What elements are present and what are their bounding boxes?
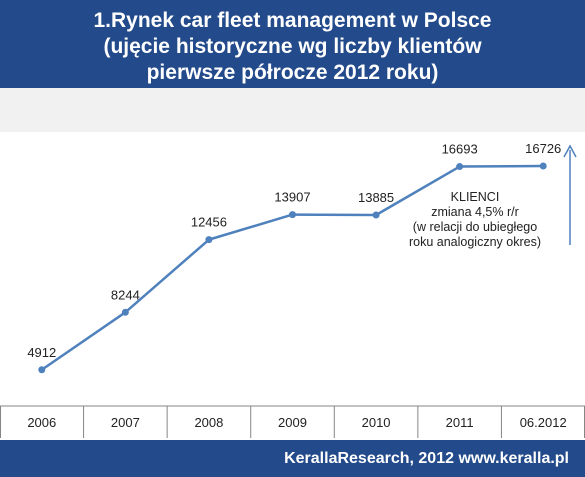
x-tick-label: 2006 — [27, 415, 56, 430]
footer-credit: KerallaResearch, 2012 www.keralla.pl — [0, 440, 585, 477]
data-point — [372, 211, 380, 219]
annotation-line-4: roku analogiczny okres) — [408, 235, 541, 249]
data-label: 16726 — [525, 141, 561, 156]
title-line-3: pierwsze półrocze 2012 roku) — [146, 61, 439, 84]
data-point — [205, 236, 213, 244]
title-line-1: 1.Rynek car fleet management w Polsce — [93, 9, 492, 32]
data-label: 12456 — [191, 215, 227, 230]
data-point — [539, 162, 547, 170]
data-point — [289, 211, 296, 219]
data-label: 4912 — [27, 345, 56, 360]
x-tick-label: 2009 — [278, 415, 307, 430]
x-tick-label: 2008 — [194, 415, 223, 430]
x-tick-label: 06.2012 — [520, 415, 567, 430]
data-label: 16693 — [442, 142, 478, 157]
annotation-line-2: zmiana 4,5% r/r — [431, 205, 519, 219]
x-tick-label: 2011 — [446, 415, 474, 430]
title-line-2: (ujęcie historyczne wg liczby klientów — [103, 35, 482, 58]
annotation-line-1: KLIENCI — [450, 190, 500, 204]
clients-annotation: KLIENCI zmiana 4,5% r/r (w relacji do ub… — [378, 190, 572, 250]
header-band — [0, 88, 585, 132]
line-chart: 2006 2007 2008 2009 2010 2011 06.2012 4912 8244 1… — [0, 141, 585, 438]
x-tick-label: 2010 — [362, 415, 391, 430]
annotation-arrow-head — [563, 144, 577, 158]
data-label: 8244 — [111, 287, 140, 302]
data-point — [121, 308, 129, 316]
data-label: 13907 — [274, 190, 310, 205]
annotation-line-3: (w relacji do ubiegłego — [412, 220, 538, 234]
data-point — [38, 366, 46, 374]
data-label: 13885 — [358, 190, 394, 205]
data-point — [456, 163, 464, 171]
chart-title: 1.Rynek car fleet management w Polsce (u… — [0, 0, 585, 88]
x-tick-label: 2007 — [111, 415, 140, 430]
